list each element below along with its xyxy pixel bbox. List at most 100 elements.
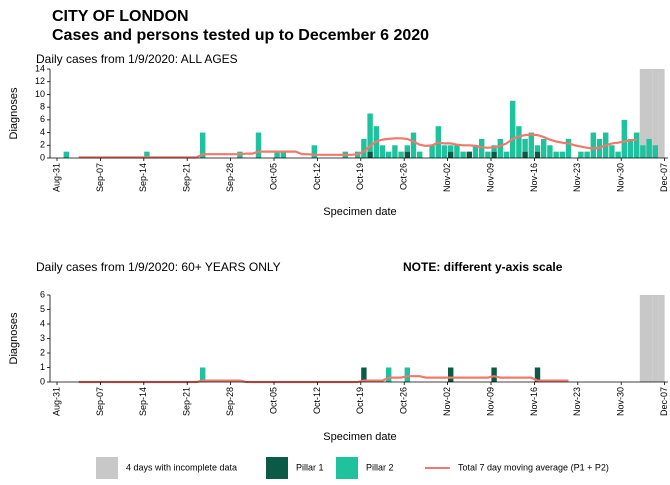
x-tick-label: Sep-07 bbox=[95, 387, 105, 416]
y-tick-label: 2 bbox=[40, 140, 45, 150]
bar-segment bbox=[491, 145, 497, 152]
bar-segment bbox=[590, 132, 596, 158]
bar-segment bbox=[274, 151, 280, 158]
y-tick-label: 3 bbox=[40, 333, 45, 343]
x-tick-label: Nov-02 bbox=[442, 163, 452, 192]
bar-segment bbox=[627, 138, 634, 158]
page-subtitle: Cases and persons tested up to December … bbox=[52, 27, 429, 44]
x-tick-label: Oct-12 bbox=[312, 387, 322, 414]
x-tick-label: Nov-23 bbox=[572, 387, 582, 416]
bar-segment bbox=[485, 151, 491, 158]
bar-segment bbox=[522, 138, 528, 152]
legend-swatch bbox=[96, 457, 118, 479]
incomplete-bar bbox=[646, 69, 653, 158]
x-tick-label: Sep-14 bbox=[138, 387, 148, 416]
bar-segment bbox=[410, 132, 417, 158]
x-tick-label: Dec-07 bbox=[659, 163, 669, 192]
bar-segment bbox=[367, 113, 373, 152]
legend: 4 days with incomplete data Pillar 1 Pil… bbox=[96, 457, 609, 479]
bar-segment bbox=[386, 367, 392, 382]
x-tick-label: Oct-26 bbox=[399, 163, 409, 190]
bar-segment bbox=[386, 151, 392, 158]
x-tick-label: Oct-05 bbox=[268, 163, 278, 190]
x-tick-label: Nov-30 bbox=[616, 163, 626, 192]
bar-segment bbox=[528, 132, 534, 158]
y-tick-label: 8 bbox=[40, 102, 45, 112]
bar-segment bbox=[534, 367, 541, 382]
incomplete-bar bbox=[639, 69, 646, 158]
x-tick-label: Sep-07 bbox=[95, 163, 105, 192]
x-tick-label: Oct-12 bbox=[312, 163, 322, 190]
bar-segment bbox=[491, 151, 497, 158]
y-tick-label: 12 bbox=[35, 76, 45, 86]
x-tick-label: Nov-09 bbox=[485, 387, 495, 416]
legend-swatch bbox=[266, 457, 288, 479]
bar-segment bbox=[404, 367, 410, 382]
bar-segment bbox=[311, 145, 317, 158]
bar-segment bbox=[255, 132, 262, 158]
bar-segment bbox=[479, 138, 485, 158]
bar-segment bbox=[361, 367, 367, 382]
x-tick-label: Nov-02 bbox=[442, 387, 452, 416]
incomplete-bar bbox=[658, 295, 665, 382]
y-tick-label: 10 bbox=[35, 89, 45, 99]
legend-swatch bbox=[336, 457, 358, 479]
x-tick-label: Oct-26 bbox=[399, 387, 409, 414]
incomplete-bar bbox=[652, 295, 659, 382]
bar-segment bbox=[404, 145, 410, 152]
x-tick-label: Nov-30 bbox=[616, 387, 626, 416]
bar-segment bbox=[379, 145, 386, 158]
y-tick-label: 6 bbox=[40, 114, 45, 124]
x-tick-label: Sep-21 bbox=[182, 387, 192, 416]
page-title: CITY OF LONDON bbox=[52, 8, 189, 25]
bar-segment bbox=[541, 138, 547, 158]
moving-average-line bbox=[78, 133, 637, 159]
bar-segment bbox=[144, 151, 150, 158]
x-tick-label: Oct-19 bbox=[355, 163, 365, 190]
legend-label: Total 7 day moving average (P1 + P2) bbox=[458, 462, 609, 472]
x-tick-label: Sep-21 bbox=[182, 163, 192, 192]
bar-segment bbox=[584, 151, 590, 158]
bar-segment bbox=[417, 151, 423, 158]
y-tick-label: 6 bbox=[40, 289, 45, 299]
incomplete-bar bbox=[646, 295, 653, 382]
bar-segment bbox=[615, 151, 621, 158]
bar-segment bbox=[516, 126, 522, 158]
bar-segment bbox=[621, 119, 627, 158]
bar-segment bbox=[491, 367, 497, 382]
bar-segment bbox=[547, 145, 553, 158]
legend-label: 4 days with incomplete data bbox=[126, 462, 237, 472]
bar-segment bbox=[200, 132, 206, 158]
y-tick-label: 1 bbox=[40, 362, 45, 372]
bar-segment bbox=[448, 151, 454, 158]
bar-segment bbox=[503, 151, 510, 158]
x-tick-label: Oct-19 bbox=[355, 387, 365, 414]
bar-segment bbox=[472, 145, 479, 158]
x-tick-label: Sep-28 bbox=[225, 163, 235, 192]
bar-segment bbox=[441, 145, 448, 158]
bar-segment bbox=[404, 151, 410, 158]
x-tick-label: Dec-07 bbox=[659, 387, 669, 416]
bar-segment bbox=[559, 151, 565, 158]
chart-title: Daily cases from 1/9/2020: ALL AGES bbox=[36, 52, 238, 66]
bar-segment bbox=[63, 151, 69, 158]
bar-segment bbox=[200, 367, 206, 382]
bar-segment bbox=[510, 100, 516, 158]
y-tick-label: 4 bbox=[40, 127, 45, 137]
bar-segment bbox=[448, 367, 454, 382]
bar-segment bbox=[578, 151, 584, 158]
bar-segment bbox=[497, 138, 503, 158]
bar-segment bbox=[565, 138, 572, 158]
bar-segment bbox=[398, 151, 404, 158]
bar-segment bbox=[534, 151, 541, 158]
y-axis-label: Diagnoses bbox=[8, 87, 20, 139]
annotation: NOTE: different y-axis scale bbox=[403, 260, 563, 274]
x-tick-label: Sep-14 bbox=[138, 163, 148, 192]
bar-segment bbox=[640, 145, 646, 158]
x-axis-label: Specimen date bbox=[323, 431, 396, 443]
x-tick-label: Sep-28 bbox=[225, 387, 235, 416]
bar-segment bbox=[454, 145, 460, 158]
legend-label: Pillar 1 bbox=[296, 462, 324, 472]
incomplete-bar bbox=[639, 295, 646, 382]
